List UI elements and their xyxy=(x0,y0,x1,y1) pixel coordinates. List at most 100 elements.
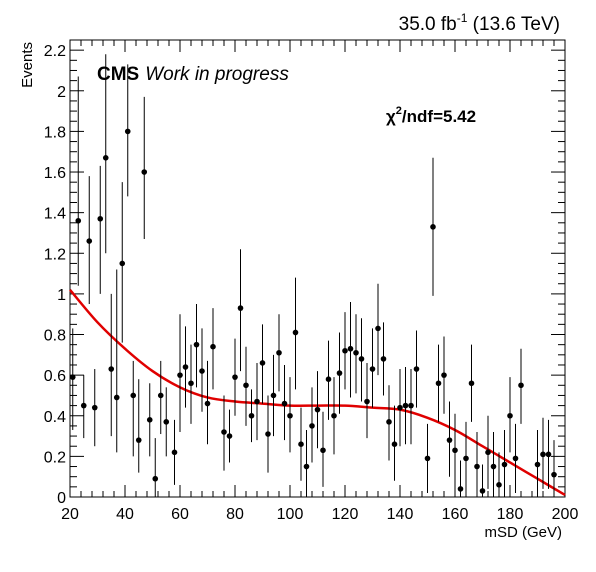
y-axis-label: Events xyxy=(19,42,36,88)
point-marker xyxy=(342,347,348,354)
data-point xyxy=(287,377,293,453)
point-marker xyxy=(281,400,288,407)
data-point xyxy=(270,354,277,437)
data-point xyxy=(152,438,159,497)
point-marker xyxy=(119,260,126,267)
data-point xyxy=(358,318,365,402)
data-point xyxy=(386,385,392,461)
point-marker xyxy=(424,455,431,462)
point-marker xyxy=(496,482,502,488)
data-point xyxy=(102,54,109,254)
data-point xyxy=(534,429,541,497)
point-marker xyxy=(177,372,183,378)
x-axis-label: mSD (GeV) xyxy=(484,524,562,541)
data-point xyxy=(325,340,332,420)
data-point xyxy=(171,419,178,485)
point-marker xyxy=(265,431,271,437)
data-point xyxy=(221,395,227,471)
point-marker xyxy=(124,128,131,135)
point-marker xyxy=(512,455,519,462)
data-point xyxy=(265,395,271,473)
y-tick-label: 0.2 xyxy=(44,449,66,466)
data-point xyxy=(237,249,244,372)
data-point xyxy=(408,369,414,445)
data-point xyxy=(485,415,491,489)
data-point xyxy=(364,362,370,439)
point-marker xyxy=(188,380,194,387)
y-axis: 0 0.2 0.4 0.6 0.8 1 1.2 1.4 1.6 1.8 2 2.2 xyxy=(44,39,565,507)
point-marker xyxy=(474,463,480,470)
plot-frame xyxy=(69,39,566,498)
data-point xyxy=(91,369,98,447)
x-tick-label: 180 xyxy=(497,506,524,523)
point-marker xyxy=(135,437,142,443)
data-point xyxy=(119,182,126,343)
work-in-progress-text: Work in progress xyxy=(145,64,289,85)
point-marker xyxy=(485,449,491,456)
data-point xyxy=(463,421,469,493)
cms-label: CMS Work in progress xyxy=(97,64,289,85)
chi2-value: /ndf=5.42 xyxy=(402,107,476,126)
data-point xyxy=(397,369,403,447)
lumi-exponent: -1 xyxy=(457,11,468,25)
point-marker xyxy=(259,360,266,366)
data-point xyxy=(424,423,431,493)
data-point xyxy=(309,387,315,463)
point-marker xyxy=(534,461,541,468)
data-point xyxy=(490,432,497,497)
point-marker xyxy=(86,238,93,244)
y-tick-label: 0 xyxy=(57,490,66,507)
point-marker xyxy=(336,370,343,376)
point-marker xyxy=(199,368,205,374)
data-point xyxy=(347,302,354,398)
point-marker xyxy=(182,364,189,370)
data-point xyxy=(457,460,464,497)
data-point xyxy=(130,360,137,457)
x-tick-label: 80 xyxy=(226,506,244,523)
data-point xyxy=(430,157,436,296)
point-marker xyxy=(91,404,98,411)
point-marker xyxy=(545,451,552,458)
point-marker xyxy=(248,412,255,419)
point-marker xyxy=(243,382,249,389)
point-marker xyxy=(210,343,216,350)
chi2-symbol: χ xyxy=(386,107,396,126)
data-point xyxy=(551,440,557,497)
point-marker xyxy=(397,404,403,411)
point-marker xyxy=(204,400,211,407)
data-point xyxy=(232,338,238,416)
y-tick-label: 1.6 xyxy=(44,165,66,182)
data-point xyxy=(496,452,502,497)
point-marker xyxy=(75,217,82,224)
data-point xyxy=(435,344,442,422)
point-marker xyxy=(146,417,153,423)
point-marker xyxy=(353,349,359,356)
point-marker xyxy=(270,392,277,399)
data-point xyxy=(501,429,508,497)
point-marker xyxy=(141,169,148,175)
data-point xyxy=(292,277,299,390)
point-marker xyxy=(157,392,164,399)
data-point xyxy=(369,328,376,408)
point-marker xyxy=(325,376,332,382)
data-point xyxy=(518,348,524,424)
point-marker xyxy=(276,349,282,356)
point-marker xyxy=(232,374,238,380)
data-point xyxy=(248,389,255,443)
point-marker xyxy=(254,398,260,405)
data-point xyxy=(298,407,304,481)
point-marker xyxy=(292,329,299,336)
x-tick-label: 100 xyxy=(277,506,304,523)
point-marker xyxy=(501,461,508,468)
point-marker xyxy=(303,463,310,470)
data-point xyxy=(507,377,513,453)
lumi-value: 35.0 fb xyxy=(399,14,457,35)
point-marker xyxy=(287,412,293,419)
data-point xyxy=(188,344,194,424)
data-point xyxy=(391,405,398,481)
data-point xyxy=(146,383,153,457)
y-tick-label: 0.6 xyxy=(44,368,66,385)
point-marker xyxy=(408,402,414,409)
point-marker xyxy=(113,394,120,401)
data-points xyxy=(69,54,557,497)
